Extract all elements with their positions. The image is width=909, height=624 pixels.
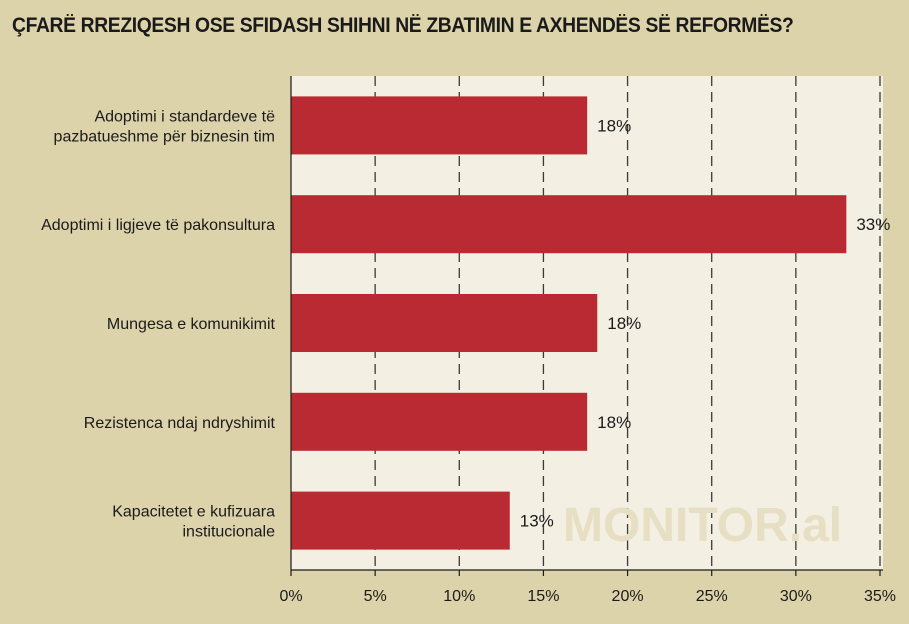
- category-label: Adoptimi i standardeve të pazbatueshme pë…: [54, 108, 276, 145]
- bar: [291, 294, 598, 352]
- category-label: Mungesa e komunikimit: [107, 316, 276, 333]
- x-tick-label: 10%: [443, 588, 475, 605]
- x-tick-label: 5%: [364, 588, 387, 605]
- x-tick-label: 15%: [527, 588, 559, 605]
- value-label: 33%: [856, 215, 890, 234]
- bar: [291, 96, 588, 155]
- value-label: 18%: [597, 116, 631, 135]
- value-label: 13%: [520, 512, 554, 531]
- x-axis-ticks: 0% 5% 10% 15% 20% 25% 30% 35%: [279, 570, 896, 605]
- bar: [291, 392, 588, 451]
- bar: [291, 195, 847, 254]
- chart-title: ÇFARË RREZIQESH OSE SFIDASH SHIHNI NË ZB…: [12, 14, 794, 37]
- watermark: MONITOR.al: [563, 499, 842, 552]
- value-label: 18%: [597, 413, 631, 432]
- x-tick-label: 35%: [864, 588, 896, 605]
- x-tick-label: 25%: [696, 588, 728, 605]
- category-label: Rezistenca ndaj ndryshimit: [84, 415, 276, 432]
- x-tick-label: 20%: [612, 588, 644, 605]
- bar: [291, 491, 510, 550]
- x-tick-label: 0%: [279, 588, 302, 605]
- bars: 18% 33% 18% 18% 13%: [291, 96, 890, 550]
- category-label: Kapacitetet e kufizuara institucionale: [112, 504, 275, 541]
- category-labels: Adoptimi i standardeve të pazbatueshme pë…: [41, 108, 275, 540]
- category-label: Adoptimi i ligjeve të pakonsultura: [41, 217, 275, 234]
- x-tick-label: 30%: [780, 588, 812, 605]
- value-label: 18%: [607, 314, 641, 333]
